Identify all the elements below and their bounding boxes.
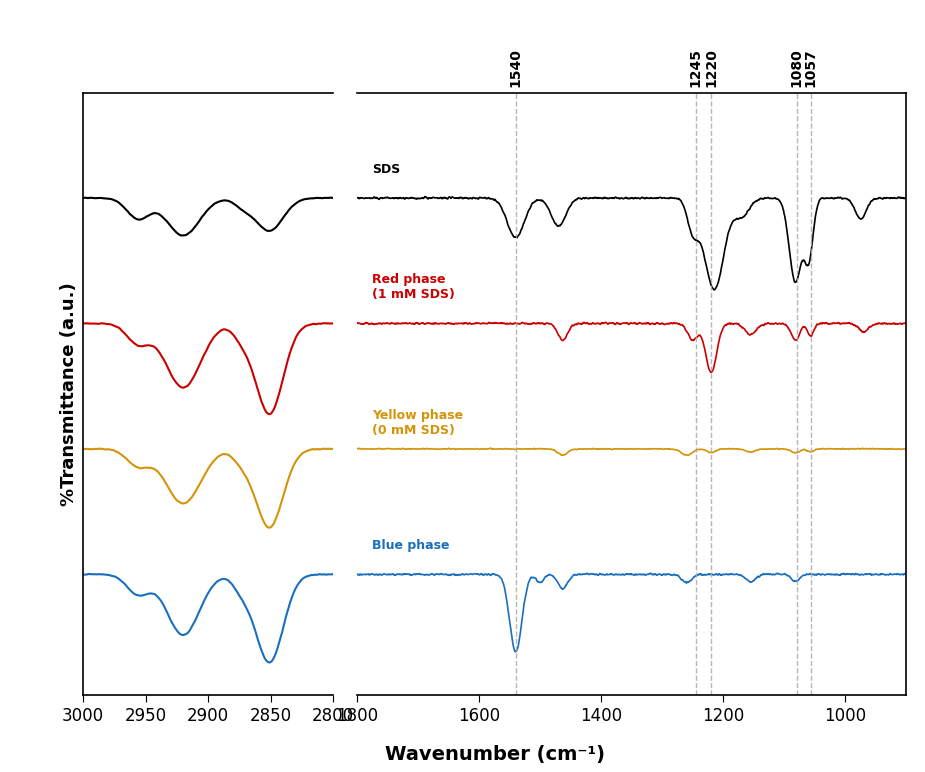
Text: 1080: 1080 (790, 49, 804, 87)
Text: Blue phase: Blue phase (372, 540, 450, 552)
Text: 1245: 1245 (689, 48, 703, 87)
Text: Red phase
(1 mM SDS): Red phase (1 mM SDS) (372, 273, 455, 301)
Text: Wavenumber (cm⁻¹): Wavenumber (cm⁻¹) (385, 745, 605, 764)
Text: 1540: 1540 (509, 48, 523, 87)
Text: 1220: 1220 (704, 48, 718, 87)
Y-axis label: %Transmittance (a.u.): %Transmittance (a.u.) (60, 282, 78, 506)
Text: Yellow phase
(0 mM SDS): Yellow phase (0 mM SDS) (372, 409, 463, 437)
Text: SDS: SDS (372, 163, 401, 176)
Text: 1057: 1057 (804, 49, 818, 87)
